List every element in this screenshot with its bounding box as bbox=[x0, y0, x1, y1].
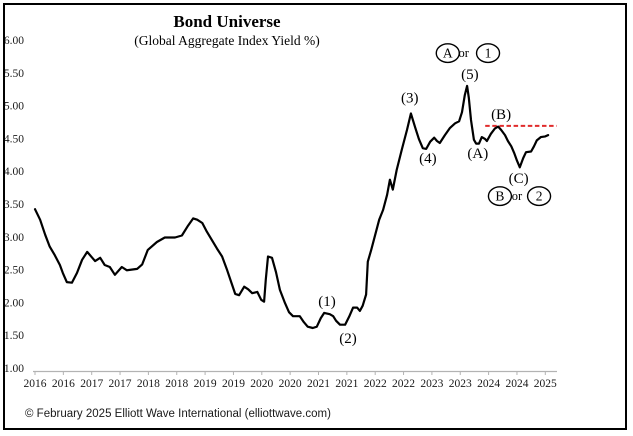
x-tick-label: 2018 bbox=[137, 378, 160, 390]
circled-label-1: 1 bbox=[485, 46, 492, 61]
y-tick-label: 4.50 bbox=[4, 133, 24, 145]
x-tick-label: 2023 bbox=[449, 378, 472, 390]
x-tick-label: 2016 bbox=[52, 378, 75, 390]
x-tick-label: 2019 bbox=[194, 378, 217, 390]
x-tick-label: 2021 bbox=[307, 378, 330, 390]
wave-label-(C): (C) bbox=[509, 171, 529, 187]
circle-around-2 bbox=[526, 186, 552, 207]
wave-label-(B): (B) bbox=[491, 107, 511, 123]
x-tick-label: 2024 bbox=[477, 378, 500, 390]
x-tick-label: 2023 bbox=[420, 378, 443, 390]
x-tick-label: 2020 bbox=[279, 378, 302, 390]
wave-label-(1): (1) bbox=[318, 294, 336, 310]
y-tick-label: 5.50 bbox=[4, 68, 24, 80]
chart-title: Bond Universe bbox=[173, 12, 281, 31]
wave-label-(3): (3) bbox=[401, 91, 419, 107]
copyright-text: © February 2025 Elliott Wave Internation… bbox=[25, 408, 331, 420]
circled-label-B: B bbox=[495, 189, 504, 204]
x-tick-label: 2018 bbox=[165, 378, 188, 390]
y-tick-label: 3.00 bbox=[4, 232, 24, 244]
circle-around-B bbox=[487, 186, 513, 207]
y-tick-label: 3.50 bbox=[4, 199, 24, 211]
wave-label-(4): (4) bbox=[419, 151, 437, 167]
circled-label-2: 2 bbox=[536, 189, 543, 204]
y-tick-label: 6.00 bbox=[4, 35, 24, 47]
wave-label-(A): (A) bbox=[467, 146, 488, 162]
y-tick-label: 1.00 bbox=[4, 363, 24, 375]
circle-around-A bbox=[435, 43, 460, 64]
x-tick-label: 2019 bbox=[222, 378, 245, 390]
x-tick-label: 2025 bbox=[534, 378, 557, 390]
x-tick-label: 2020 bbox=[250, 378, 273, 390]
y-tick-label: 2.00 bbox=[4, 297, 24, 309]
x-tick-label: 2017 bbox=[80, 378, 103, 390]
circled-label-A: A bbox=[443, 46, 453, 61]
wave-label-(2): (2) bbox=[339, 331, 357, 347]
or-label: or bbox=[512, 189, 523, 203]
y-tick-label: 4.00 bbox=[4, 166, 24, 178]
x-tick-label: 2024 bbox=[505, 378, 528, 390]
y-tick-label: 2.50 bbox=[4, 265, 24, 277]
x-tick-label: 2016 bbox=[24, 378, 47, 390]
chart-subtitle: (Global Aggregate Index Yield %) bbox=[134, 33, 320, 48]
y-tick-label: 5.00 bbox=[4, 101, 24, 113]
x-tick-label: 2022 bbox=[392, 378, 415, 390]
circle-around-1 bbox=[475, 43, 501, 64]
y-tick-label: 1.50 bbox=[4, 330, 24, 342]
x-tick-label: 2017 bbox=[109, 378, 132, 390]
yield-line bbox=[33, 84, 550, 330]
x-tick-label: 2022 bbox=[364, 378, 387, 390]
x-tick-label: 2021 bbox=[335, 378, 358, 390]
wave-label-(5): (5) bbox=[461, 67, 479, 83]
or-label: or bbox=[458, 46, 469, 60]
